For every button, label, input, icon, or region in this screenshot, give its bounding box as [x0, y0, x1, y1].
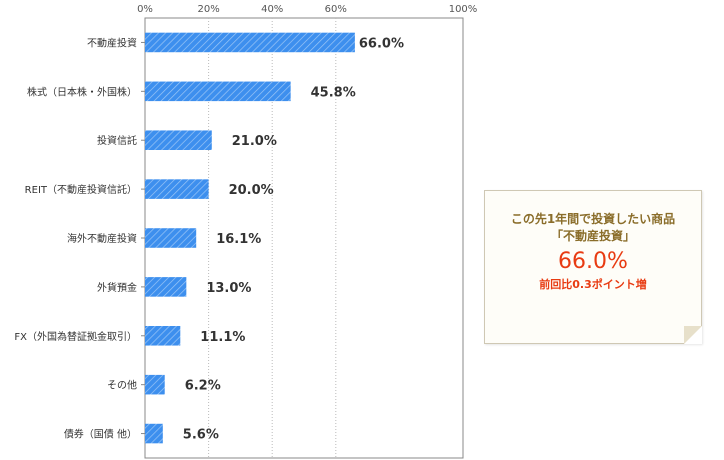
bar [145, 277, 187, 297]
bar [145, 228, 197, 248]
x-tick-label: 100% [449, 4, 478, 15]
bar [145, 423, 163, 444]
x-tick-label: 60% [325, 4, 347, 15]
data-label: 11.1% [200, 330, 245, 345]
callout-product: 「不動産投資」 [550, 229, 635, 243]
category-label: その他 [107, 379, 137, 392]
bar [145, 374, 165, 395]
category-label: 不動産投資 [87, 36, 137, 49]
bar [145, 326, 181, 346]
bar [145, 81, 291, 102]
callout-change: 前回比0.3ポイント増 [539, 278, 647, 291]
data-label: 5.6% [183, 428, 219, 443]
category-label: 外貨預金 [97, 281, 137, 294]
bar [145, 130, 212, 150]
callout-percent: 66.0% [558, 249, 628, 274]
x-tick-label: 40% [261, 4, 283, 15]
x-tick-label: 0% [137, 4, 153, 15]
category-label: REIT（不動産投資信託） [25, 183, 137, 196]
category-label: 投資信託 [97, 134, 137, 147]
bar [145, 179, 209, 199]
category-label: FX（外国為替証拠金取引） [14, 330, 137, 343]
data-label: 16.1% [216, 232, 261, 247]
category-label: 株式（日本株・外国株） [27, 85, 137, 98]
category-label: 海外不動産投資 [67, 232, 137, 245]
data-label: 45.8% [311, 85, 356, 100]
page-curl [684, 326, 702, 344]
x-tick-label: 20% [197, 4, 219, 15]
callout-box: この先1年間で投資したい商品 「不動産投資」 66.0% 前回比0.3ポイント増 [484, 190, 702, 344]
data-label: 13.0% [206, 281, 251, 296]
callout-title: この先1年間で投資したい商品 [510, 212, 676, 226]
data-label: 21.0% [232, 134, 277, 149]
data-label: 66.0% [359, 36, 404, 51]
bar [145, 32, 355, 53]
data-label: 6.2% [185, 379, 221, 394]
data-label: 20.0% [229, 183, 274, 198]
category-label: 債券（国債 他） [64, 428, 137, 441]
